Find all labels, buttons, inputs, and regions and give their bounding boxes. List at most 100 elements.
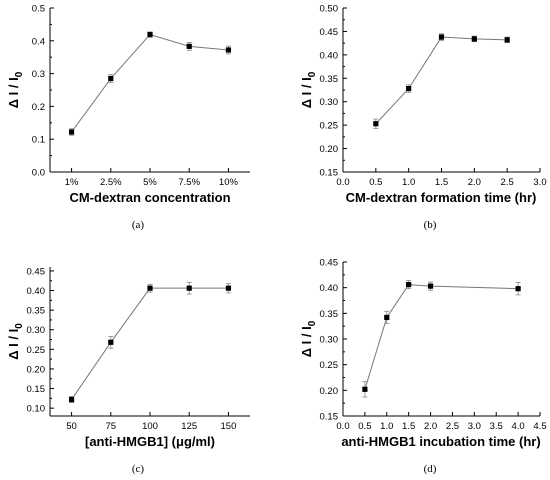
y-tick-label: 0.15 <box>27 384 46 395</box>
y-tick-label: 0.25 <box>320 360 339 371</box>
series-line <box>71 287 229 400</box>
chart-panel-4: 0.15 0.20 0.25 0.30 0.35 0.40 0.45 0.0 0.5 1.0 1.5… <box>299 258 547 476</box>
y-tick-label: 0.20 <box>320 386 339 397</box>
y-tick-label: 0.35 <box>320 309 339 320</box>
data-point <box>504 37 510 43</box>
data-point <box>406 85 412 92</box>
data-point <box>427 283 434 289</box>
y-axis-label-text: Δ I / I <box>299 77 314 108</box>
x-tick-label: 2.0 <box>468 177 481 188</box>
data-point <box>68 129 75 135</box>
x-tick-label: 0.0 <box>336 421 349 432</box>
data-point <box>108 75 114 82</box>
chart-panel-3: 0.10 0.15 0.20 0.25 0.30 0.35 0.40 0.45 50 75 100 1… <box>6 266 250 475</box>
x-tick-label: 1% <box>65 177 79 188</box>
data-point <box>438 34 445 40</box>
y-axis-label: Δ I / I0 <box>299 320 318 357</box>
data-point <box>384 314 390 321</box>
data-point <box>186 43 192 49</box>
y-tick-label: 0.30 <box>320 97 339 108</box>
x-tick-label: 2.5 <box>446 421 459 432</box>
y-tick-label: 0.30 <box>320 335 339 346</box>
data-point <box>225 47 232 53</box>
y-tick-label: 0.1 <box>32 135 45 146</box>
x-tick-label: 3.0 <box>533 177 546 188</box>
x-tick-label: 75 <box>105 421 116 432</box>
y-tick-label: 0.40 <box>27 286 46 297</box>
panel-label: (a) <box>132 219 145 231</box>
x-tick-label: 125 <box>181 421 197 432</box>
y-axis-label-subscript: 0 <box>307 320 318 326</box>
x-tick-label: 1.0 <box>380 421 393 432</box>
data-point <box>471 36 477 42</box>
panel-label: (c) <box>132 463 145 475</box>
y-tick-label: 0.35 <box>27 306 46 317</box>
y-tick-label: 0.4 <box>32 36 45 47</box>
data-point <box>68 396 75 403</box>
y-tick-label: 0.35 <box>320 74 339 85</box>
x-axis-label: CM-dextran formation time (hr) <box>346 190 537 205</box>
x-tick-label: 2.5 <box>501 177 514 188</box>
y-tick-label: 0.25 <box>27 345 46 356</box>
data-point <box>147 31 153 38</box>
x-tick-label: 150 <box>221 421 237 432</box>
data-point <box>406 281 412 288</box>
x-tick-label: 10% <box>219 177 239 188</box>
y-tick-label: 0.40 <box>320 283 339 294</box>
x-tick-label: 2.5% <box>100 177 122 188</box>
y-axis-label-text: Δ I / I <box>299 326 314 357</box>
y-tick-label: 0.2 <box>32 102 45 113</box>
x-axis-label: [anti-HMGB1] (μg/ml) <box>85 434 215 449</box>
y-tick-label: 0.5 <box>32 4 45 15</box>
y-tick-label: 0.45 <box>27 266 46 277</box>
x-tick-label: 7.5% <box>178 177 200 188</box>
y-tick-label: 0.25 <box>320 121 339 132</box>
chart-panel-2: 0.15 0.20 0.25 0.30 0.35 0.40 0.45 0.50 0.0 0.5 1.… <box>299 4 547 232</box>
y-tick-label: 0.20 <box>320 144 339 155</box>
y-tick-label: 0.45 <box>320 27 339 38</box>
panel-label: (d) <box>424 463 437 475</box>
x-tick-label: 0.0 <box>336 177 349 188</box>
x-tick-label: 4.0 <box>512 421 525 432</box>
y-tick-label: 0.20 <box>27 364 46 375</box>
chart-panel-1: 0.0 0.1 0.2 0.3 0.4 0.5 1% 2.5% 5% 7.5% 10% CM-dext… <box>6 4 250 231</box>
data-point <box>108 339 114 345</box>
x-tick-label: 1.0 <box>402 177 415 188</box>
y-tick-label: 0.15 <box>320 412 339 423</box>
series-line <box>71 33 229 133</box>
y-axis-label-text: Δ I / I <box>6 77 21 108</box>
x-tick-label: 3.0 <box>468 421 481 432</box>
y-tick-label: 0.10 <box>27 404 46 415</box>
y-tick-label: 0.3 <box>32 69 45 80</box>
y-tick-label: 0.15 <box>320 168 339 179</box>
y-tick-label: 0.40 <box>320 50 339 61</box>
data-point <box>186 285 192 291</box>
y-axis-label-subscript: 0 <box>307 71 318 77</box>
x-tick-label: 4.5 <box>533 421 546 432</box>
x-tick-label: 0.5 <box>358 421 371 432</box>
y-tick-label: 0.45 <box>320 258 339 269</box>
data-point <box>373 121 379 127</box>
data-point <box>225 285 232 291</box>
panel-label: (b) <box>424 219 437 231</box>
y-tick-label: 0.30 <box>27 325 46 336</box>
x-axis-label: CM-dextran concentration <box>69 190 230 205</box>
y-axis-label: Δ I / I0 <box>6 323 25 360</box>
data-point <box>147 285 153 291</box>
series-line <box>364 284 519 390</box>
series-line <box>375 36 508 125</box>
y-tick-label: 0.0 <box>32 168 45 179</box>
x-tick-label: 1.5 <box>435 177 448 188</box>
x-tick-label: 3.5 <box>490 421 503 432</box>
y-axis-label-text: Δ I / I <box>6 329 21 360</box>
x-tick-label: 2.0 <box>424 421 437 432</box>
x-tick-label: 1.5 <box>402 421 415 432</box>
x-tick-label: 100 <box>142 421 158 432</box>
x-tick-label: 0.5 <box>369 177 382 188</box>
x-axis-label: anti-HMGB1 incubation time (hr) <box>341 434 540 449</box>
x-tick-label: 50 <box>66 421 77 432</box>
data-point <box>362 386 368 392</box>
y-axis-label-subscript: 0 <box>14 323 25 329</box>
y-axis-label: Δ I / I0 <box>299 71 318 108</box>
